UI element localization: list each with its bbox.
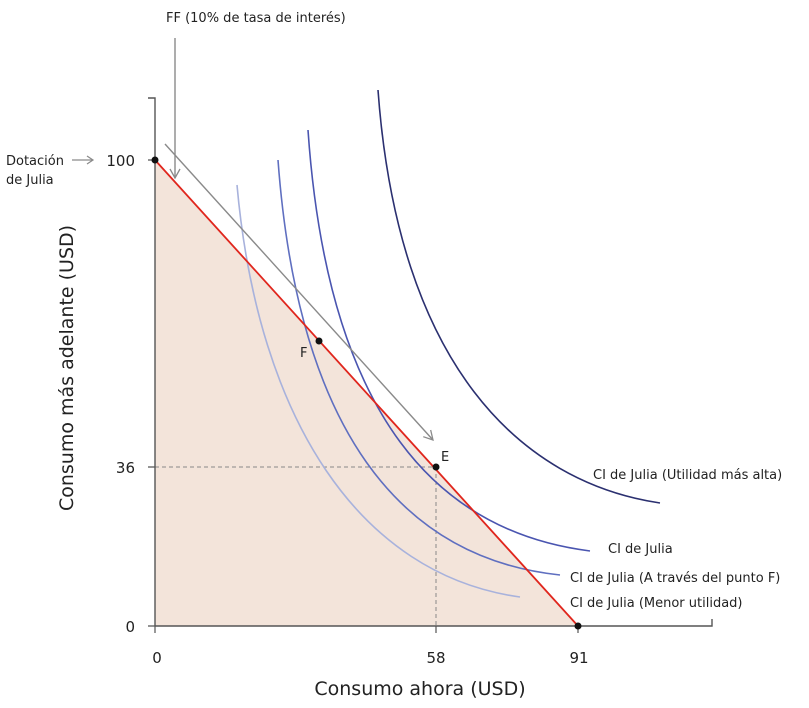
x-tick-0: 0 (152, 649, 162, 667)
y-axis-label: Consumo más adelante (USD) (56, 225, 78, 511)
curve-label-highest: CI de Julia (Utilidad más alta) (593, 468, 782, 483)
endowment-arrow-icon (72, 155, 95, 165)
y-tick-36: 36 (116, 459, 135, 477)
y-tick-0: 0 (125, 618, 135, 636)
y-axis (148, 97, 156, 626)
curve-label-tangent: CI de Julia (608, 542, 673, 557)
ff-label: FF (10% de tasa de interés) (166, 11, 346, 26)
endowment-label-line2: de Julia (6, 173, 54, 188)
y-tick-100: 100 (106, 152, 135, 170)
indifference-curve-tangent (307, 129, 591, 552)
indifference-curve-lowest (236, 184, 521, 598)
budget-line (154, 159, 579, 627)
point-e (432, 463, 440, 471)
x-tick-91: 91 (569, 649, 588, 667)
x-intercept-point (574, 622, 582, 630)
point-f-label: F (300, 346, 307, 361)
x-axis-label: Consumo ahora (USD) (314, 678, 525, 700)
x-tick-58: 58 (426, 649, 445, 667)
indifference-curve-highest (377, 89, 661, 504)
curve-label-lowest: CI de Julia (Menor utilidad) (570, 596, 743, 611)
indifference-curve-through-f (277, 159, 561, 576)
x-axis (155, 619, 713, 627)
endowment-label-line1: Dotación (6, 154, 64, 169)
point-e-label: E (441, 450, 449, 465)
point-f (315, 337, 323, 345)
curve-label-through-f: CI de Julia (A través del punto F) (570, 571, 780, 586)
ff-line (164, 143, 434, 441)
endowment-point (151, 156, 159, 164)
